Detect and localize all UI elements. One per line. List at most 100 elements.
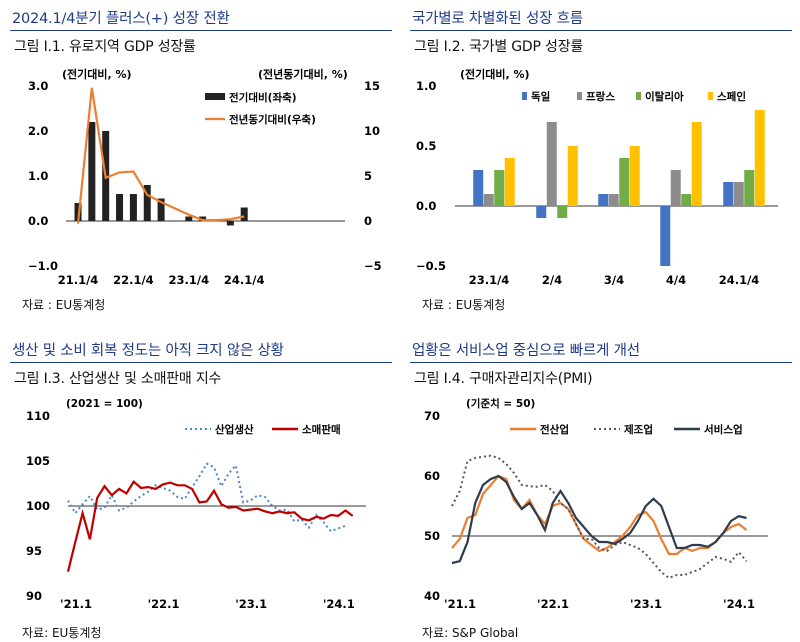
bar-독일 [536, 206, 547, 218]
chart-production-retail: (2021 = 100) 110 105 100 95 90 '21.1 '22.1 '23.1… [26, 398, 366, 611]
legend-label: 산업생산 [215, 423, 254, 436]
section-title: 생산 및 소비 회복 정도는 아직 크지 않은 상황 [12, 343, 284, 359]
y-axis-label-left: (전기대비, %) [62, 67, 132, 81]
legend-label: 소매판매 [302, 423, 341, 436]
y-tick-label: 90 [26, 589, 42, 603]
chart-country-gdp: (전기대비, %) 1.0 0.5 0.0 −0.5 23.1/4 2/4 3/4 4/4 24.… [416, 67, 778, 287]
legend-label: 전기대비(좌축) [229, 91, 297, 104]
bar-프랑스 [670, 170, 681, 206]
y-tick-label-right: 5 [364, 169, 372, 183]
y-tick-label-left: 1.0 [28, 169, 48, 183]
bar-qoq [185, 216, 193, 221]
bar-프랑스 [483, 194, 494, 206]
legend-label: 전산업 [540, 423, 569, 436]
bar-qoq [199, 216, 207, 221]
legend-label: 이탈리아 [645, 90, 684, 103]
panel-eurozone-gdp: 2024.1/4분기 플러스(+) 성장 전환 그림 Ⅰ.1. 유로지역 GDP… [0, 0, 392, 320]
bar-독일 [723, 182, 734, 206]
x-tick-label: 24.1/4 [224, 273, 265, 287]
x-tick-label: 23.1/4 [469, 273, 510, 287]
source-note: 자료 : EU통계청 [22, 298, 106, 312]
y-tick-label: 40 [424, 589, 440, 603]
y-tick-label: 0.5 [416, 139, 436, 153]
legend-label: 스페인 [717, 90, 746, 103]
y-tick-label: 100 [26, 499, 50, 513]
section-title: 국가별로 차별화된 성장 흐름 [412, 11, 583, 27]
section-divider [410, 30, 792, 31]
bar-스페인 [567, 146, 578, 206]
x-tick-label: '24.1 [323, 597, 355, 611]
bar-qoq [129, 194, 137, 221]
bar-스페인 [691, 122, 702, 206]
y-tick-label: 50 [424, 529, 440, 543]
x-tick-label: 3/4 [604, 273, 624, 287]
x-tick-label: '21.1 [60, 597, 92, 611]
y-tick-label-right: 15 [364, 79, 380, 93]
legend-swatch [577, 92, 582, 100]
legend-swatch [708, 92, 713, 100]
panel-pmi: 업황은 서비스업 중심으로 빠르게 개선 그림 Ⅰ.4. 구매자관리지수(PMI… [400, 332, 792, 642]
chart-eurozone-gdp: (전기대비, %) (전년동기대비, %) 3.0 2.0 1.0 0.0 −1.0 15 10… [28, 67, 382, 287]
source-note: 자료 : EU통계청 [422, 298, 506, 312]
y-tick-label: 60 [424, 469, 440, 483]
figure-title: 그림 Ⅰ.2. 국가별 GDP 성장률 [414, 39, 584, 55]
y-axis-label-right: (전년동기대비, %) [258, 67, 348, 81]
bar-독일 [598, 194, 609, 206]
legend-swatch [636, 92, 641, 100]
section-divider [10, 362, 392, 363]
legend-label: 서비스업 [704, 423, 743, 436]
y-tick-label-left: 2.0 [28, 124, 48, 138]
source-note: 자료: S&P Global [422, 626, 519, 640]
x-tick-label: '23.1 [235, 597, 267, 611]
bar-qoq [171, 221, 179, 222]
bar-이탈리아 [557, 206, 568, 218]
panel-country-gdp: 국가별로 차별화된 성장 흐름 그림 Ⅰ.2. 국가별 GDP 성장률 (전기대… [400, 0, 792, 320]
bar-스페인 [754, 110, 765, 206]
y-tick-label-right: −5 [364, 259, 382, 273]
bar-독일 [473, 170, 484, 206]
y-tick-label-right: 10 [364, 124, 380, 138]
bar-프랑스 [546, 122, 557, 206]
bar-이탈리아 [619, 158, 630, 206]
line-제조업 [451, 454, 748, 580]
x-tick-label: 21.1/4 [58, 273, 99, 287]
y-tick-label: 0.0 [416, 199, 436, 213]
bar-qoq [240, 207, 248, 221]
bar-qoq [213, 221, 220, 222]
chart-note: (2021 = 100) [66, 398, 143, 410]
line-소매판매 [66, 480, 354, 572]
bar-독일 [660, 206, 671, 266]
bar-이탈리아 [744, 170, 755, 206]
legend-swatch [522, 92, 527, 100]
y-tick-label: 70 [424, 409, 440, 423]
x-tick-label: 22.1/4 [113, 273, 154, 287]
bar-이탈리아 [494, 170, 505, 206]
x-tick-label: '22.1 [148, 597, 180, 611]
section-divider [410, 362, 792, 363]
x-tick-label: '23.1 [630, 597, 662, 611]
x-tick-label: 23.1/4 [169, 273, 210, 287]
figure-title: 그림 Ⅰ.1. 유로지역 GDP 성장률 [14, 39, 196, 55]
line-서비스업 [451, 474, 747, 565]
figure-title: 그림 Ⅰ.3. 산업생산 및 소매판매 지수 [14, 371, 222, 387]
figure-title: 그림 Ⅰ.4. 구매자관리지수(PMI) [414, 371, 593, 387]
x-tick-label: '24.1 [723, 597, 755, 611]
line-yoy [76, 87, 245, 224]
line-산업생산 [67, 462, 346, 533]
bar-qoq [143, 185, 151, 221]
y-tick-label-right: 0 [364, 214, 372, 228]
x-tick-label: 2/4 [542, 273, 562, 287]
y-tick-label: 1.0 [416, 79, 436, 93]
panel-production-retail: 생산 및 소비 회복 정도는 아직 크지 않은 상황 그림 Ⅰ.3. 산업생산 … [0, 332, 392, 642]
y-tick-label-left: −1.0 [28, 259, 58, 273]
legend-label: 프랑스 [586, 91, 615, 103]
chart-pmi: (기준치 = 50) 70 60 50 40 '21.1 '22.1 '23.1 '24.1 전산… [424, 397, 768, 611]
bar-이탈리아 [681, 194, 692, 206]
x-tick-label: '22.1 [537, 597, 569, 611]
x-tick-label: 24.1/4 [719, 273, 760, 287]
y-tick-label-left: 3.0 [28, 79, 48, 93]
legend-label: 제조업 [624, 423, 653, 436]
legend-label: 독일 [531, 90, 550, 103]
chart-note: (기준치 = 50) [466, 397, 535, 410]
bar-qoq [157, 198, 165, 221]
